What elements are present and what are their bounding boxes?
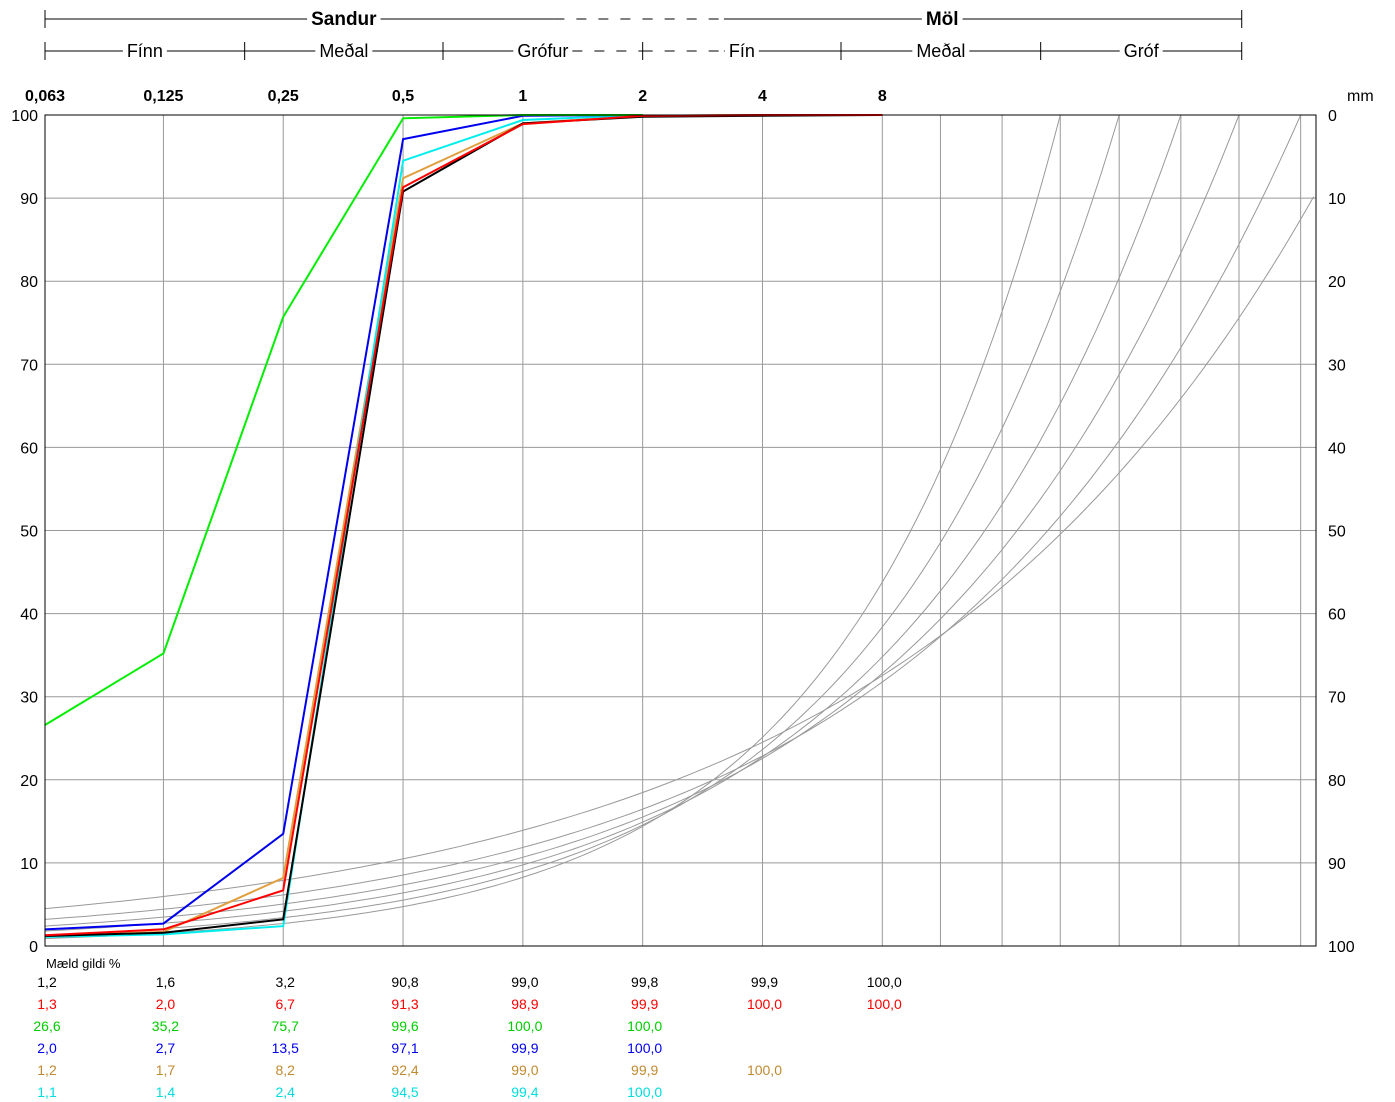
class-label-sub: Fínn — [127, 41, 163, 61]
table-cell: 100,0 — [627, 1084, 662, 1100]
y-tick-label-right: 20 — [1328, 274, 1346, 291]
class-label-sub: Grófur — [517, 41, 568, 61]
table-cell: 1,1 — [37, 1084, 57, 1100]
table-cell: 99,0 — [511, 974, 538, 990]
table-cell: 1,7 — [156, 1062, 176, 1078]
table-cell: 99,9 — [631, 996, 658, 1012]
table-cell: 1,6 — [156, 974, 176, 990]
class-label-top: Möl — [926, 9, 959, 30]
reference-curve — [44, 114, 1120, 936]
table-cell: 100,0 — [507, 1018, 542, 1034]
y-tick-label-left: 50 — [20, 524, 38, 541]
y-tick-label-right: 30 — [1328, 357, 1346, 374]
table-cell: 2,0 — [37, 1040, 57, 1056]
x-tick-label: 8 — [878, 88, 887, 105]
table-cell: 99,9 — [751, 974, 778, 990]
table-cell: 75,7 — [272, 1018, 299, 1034]
class-label-sub: Meðal — [319, 41, 368, 61]
reference-curve — [44, 114, 1061, 939]
y-tick-label-right: 60 — [1328, 607, 1346, 624]
x-tick-label: 0,25 — [268, 88, 299, 105]
classification-header: Sandur Möl Fínn Meðal Grófur Fín Meðal Gróf — [44, 9, 1243, 61]
table-cell: 1,2 — [37, 1062, 57, 1078]
table-cell: 91,3 — [391, 996, 418, 1012]
table-cell: 98,9 — [511, 996, 538, 1012]
table-cell: 100,0 — [867, 996, 902, 1012]
y-tick-label-right: 40 — [1328, 440, 1346, 457]
measured-values-table: Mæld gildi % 1,2 1,6 3,2 90,8 99,0 99,8 99,9 100… — [33, 956, 902, 1100]
table-cell: 1,3 — [37, 996, 57, 1012]
series-line — [44, 114, 883, 937]
table-cell: 99,6 — [391, 1018, 418, 1034]
table-cell: 100,0 — [747, 1062, 782, 1078]
series-line — [44, 114, 763, 937]
y-tick-label-left: 40 — [20, 607, 38, 624]
table-cell: 2,7 — [156, 1040, 176, 1056]
table-title: Mæld gildi % — [46, 956, 121, 971]
y-tick-label-left: 70 — [20, 357, 38, 374]
table-cell: 1,2 — [37, 974, 57, 990]
x-tick-label: 0,063 — [25, 88, 65, 105]
table-cell: 97,1 — [391, 1040, 418, 1056]
y-tick-label-left: 60 — [20, 440, 38, 457]
reference-curve — [44, 196, 1315, 910]
plot-frame — [44, 114, 1317, 947]
y-tick-label-left: 10 — [20, 856, 38, 873]
reference-curve — [44, 114, 1240, 927]
reference-curve — [44, 114, 1182, 932]
data-series — [44, 114, 883, 938]
x-tick-label: 4 — [758, 88, 767, 105]
table-cell: 26,6 — [33, 1018, 60, 1034]
table-cell: 99,9 — [511, 1040, 538, 1056]
y-tick-label-left: 100 — [11, 108, 38, 125]
table-cell: 100,0 — [627, 1040, 662, 1056]
table-cell: 2,4 — [276, 1084, 296, 1100]
table-cell: 6,7 — [276, 996, 296, 1012]
series-line — [44, 114, 883, 937]
table-cell: 13,5 — [272, 1040, 299, 1056]
table-cell: 90,8 — [391, 974, 418, 990]
x-tick-label: 0,125 — [143, 88, 183, 105]
series-line — [44, 114, 643, 726]
class-label-sub: Fín — [729, 41, 755, 61]
y-tick-label-right: 10 — [1328, 191, 1346, 208]
y-tick-label-right: 0 — [1328, 108, 1337, 125]
y-tick-label-right: 90 — [1328, 856, 1346, 873]
y-tick-label-left: 80 — [20, 274, 38, 291]
y-tick-label-left: 20 — [20, 773, 38, 790]
class-label-top: Sandur — [311, 9, 377, 30]
table-cell: 2,0 — [156, 996, 176, 1012]
table-cell: 100,0 — [627, 1018, 662, 1034]
class-label-sub: Meðal — [916, 41, 965, 61]
y-tick-label-right: 100 — [1328, 939, 1355, 956]
table-cell: 100,0 — [867, 974, 902, 990]
x-tick-label: 1 — [518, 88, 527, 105]
class-label-sub: Gróf — [1124, 41, 1160, 61]
y-tick-label-right: 50 — [1328, 524, 1346, 541]
chart-grid — [45, 115, 1316, 946]
x-unit-label: mm — [1347, 88, 1374, 105]
y-tick-label-left: 90 — [20, 191, 38, 208]
table-cell: 99,9 — [631, 1062, 658, 1078]
table-cell: 8,2 — [276, 1062, 296, 1078]
table-cell: 3,2 — [276, 974, 296, 990]
table-cell: 94,5 — [391, 1084, 418, 1100]
reference-curves — [44, 114, 1315, 939]
y-tick-label-right: 80 — [1328, 773, 1346, 790]
x-tick-label: 2 — [638, 88, 647, 105]
reference-curve — [44, 114, 1302, 920]
table-cell: 99,8 — [631, 974, 658, 990]
y-tick-label-left: 0 — [29, 939, 38, 956]
table-cell: 100,0 — [747, 996, 782, 1012]
table-cell: 92,4 — [391, 1062, 418, 1078]
table-cell: 99,0 — [511, 1062, 538, 1078]
x-tick-label: 0,5 — [392, 88, 414, 105]
table-cell: 1,4 — [156, 1084, 176, 1100]
y-tick-label-left: 30 — [20, 690, 38, 707]
table-cell: 99,4 — [511, 1084, 538, 1100]
y-tick-label-right: 70 — [1328, 690, 1346, 707]
table-cell: 35,2 — [152, 1018, 179, 1034]
